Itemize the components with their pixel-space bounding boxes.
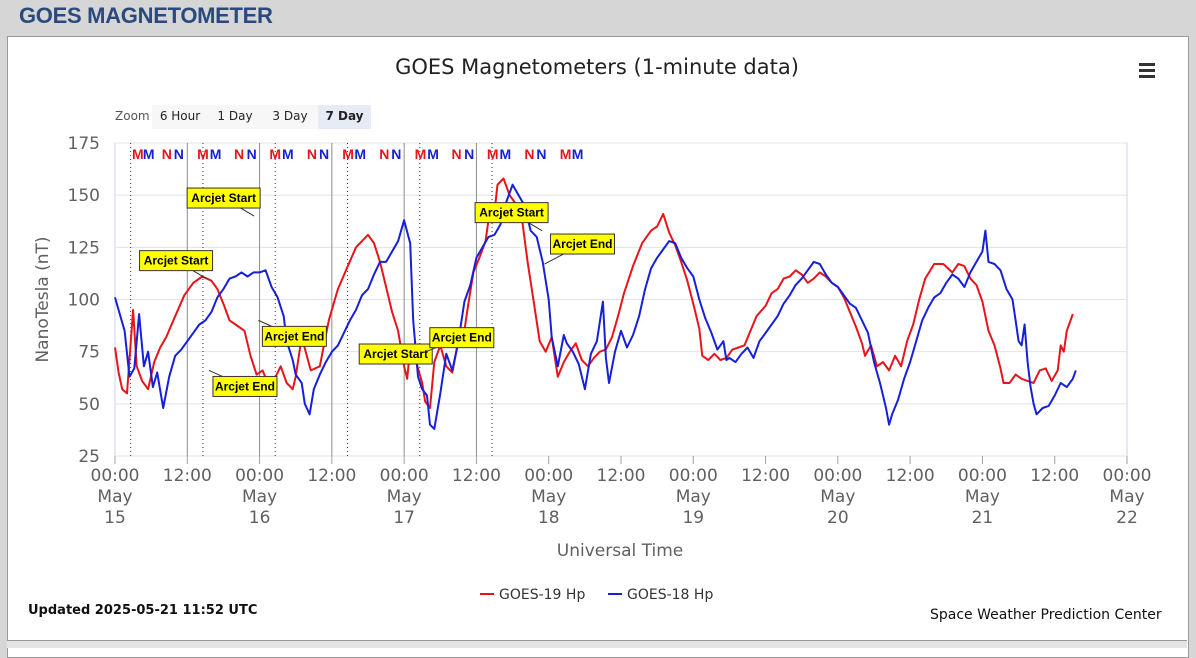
x-tick-label: 00:00 bbox=[235, 466, 284, 486]
y-tick-label: 150 bbox=[68, 186, 100, 206]
top-marker-label: N bbox=[524, 146, 534, 162]
credit-text: Space Weather Prediction Center bbox=[930, 607, 1162, 623]
top-marker-label: M bbox=[197, 146, 209, 162]
top-marker-label: M bbox=[500, 146, 512, 162]
x-tick-label: 00:00 bbox=[524, 466, 573, 486]
top-marker-label: N bbox=[319, 146, 329, 162]
annotation-box bbox=[186, 187, 261, 209]
zoom-1-day-button[interactable]: 1 Day bbox=[208, 105, 262, 129]
top-marker-label: N bbox=[464, 146, 474, 162]
annotation-label: Arcjet Start bbox=[191, 191, 256, 205]
annotation-box bbox=[212, 375, 278, 397]
x-tick-day: 22 bbox=[1116, 508, 1138, 528]
chart-title: GOES Magnetometers (1-minute data) bbox=[395, 55, 799, 79]
x-tick-label: 00:00 bbox=[813, 466, 862, 486]
x-tick-day: 15 bbox=[104, 508, 126, 528]
top-marker-label: M bbox=[415, 146, 427, 162]
x-tick-label: 12:00 bbox=[597, 466, 646, 486]
series-line-goes-18 bbox=[114, 183, 1077, 430]
annotation-box bbox=[549, 233, 615, 255]
top-marker-label: M bbox=[210, 146, 222, 162]
x-tick-label: 12:00 bbox=[1030, 466, 1079, 486]
legend-item-goes-19: GOES-19 Hp bbox=[499, 587, 585, 603]
x-tick-label: 00:00 bbox=[1103, 466, 1152, 486]
x-tick-month: May bbox=[531, 487, 566, 507]
x-tick-month: May bbox=[387, 487, 422, 507]
top-marker-label: M bbox=[269, 146, 281, 162]
top-marker-label: M bbox=[132, 146, 144, 162]
top-marker-label: N bbox=[162, 146, 172, 162]
top-marker-label: M bbox=[282, 146, 294, 162]
annotation-label: Arcjet End bbox=[432, 331, 492, 345]
x-tick-day: 18 bbox=[538, 508, 560, 528]
top-marker-label: N bbox=[307, 146, 317, 162]
hamburger-menu-icon[interactable] bbox=[1137, 58, 1159, 80]
y-axis-label: NanoTesla (nT) bbox=[33, 236, 53, 362]
x-tick-label: 12:00 bbox=[163, 466, 212, 486]
x-tick-label: 12:00 bbox=[307, 466, 356, 486]
page-header: GOES MAGNETOMETER bbox=[19, 3, 273, 28]
top-marker-label: N bbox=[174, 146, 184, 162]
top-marker-label: N bbox=[451, 146, 461, 162]
x-tick-month: May bbox=[820, 487, 855, 507]
annotation-label: Arcjet End bbox=[264, 329, 324, 343]
x-tick-label: 12:00 bbox=[452, 466, 501, 486]
x-tick-label: 00:00 bbox=[380, 466, 429, 486]
annotation-box bbox=[139, 250, 214, 272]
y-tick-label: 50 bbox=[78, 395, 100, 415]
x-axis-label: Universal Time bbox=[557, 541, 683, 561]
top-marker-label: M bbox=[572, 146, 584, 162]
x-tick-day: 20 bbox=[827, 508, 849, 528]
x-tick-month: May bbox=[242, 487, 277, 507]
annotation-label: Arcjet End bbox=[215, 379, 275, 393]
zoom-label: Zoom bbox=[115, 109, 150, 123]
x-tick-month: May bbox=[97, 487, 132, 507]
x-tick-month: May bbox=[965, 487, 1000, 507]
top-marker-label: N bbox=[391, 146, 401, 162]
annotation-label: Arcjet Start bbox=[479, 206, 544, 220]
top-marker-label: N bbox=[247, 146, 257, 162]
x-tick-day: 16 bbox=[249, 508, 271, 528]
top-marker-label: M bbox=[487, 146, 499, 162]
x-tick-label: 12:00 bbox=[886, 466, 935, 486]
zoom-6-hour-button[interactable]: 6 Hour bbox=[152, 105, 208, 129]
bottom-strip bbox=[7, 640, 1187, 648]
y-tick-label: 25 bbox=[78, 447, 100, 467]
x-tick-label: 00:00 bbox=[669, 466, 718, 486]
zoom-7-day-button[interactable]: 7 Day bbox=[318, 105, 371, 129]
y-tick-label: 75 bbox=[78, 343, 100, 363]
chart-panel bbox=[7, 36, 1189, 658]
y-tick-label: 100 bbox=[68, 291, 100, 311]
zoom-3-day-button[interactable]: 3 Day bbox=[262, 105, 318, 129]
top-marker-label: M bbox=[354, 146, 366, 162]
x-tick-day: 21 bbox=[972, 508, 994, 528]
y-tick-label: 125 bbox=[68, 238, 100, 258]
x-tick-month: May bbox=[676, 487, 711, 507]
legend-item-goes-18: GOES-18 Hp bbox=[627, 587, 713, 603]
annotation-box bbox=[429, 327, 495, 349]
x-tick-label: 00:00 bbox=[958, 466, 1007, 486]
top-marker-label: N bbox=[234, 146, 244, 162]
top-marker-label: M bbox=[342, 146, 354, 162]
x-tick-month: May bbox=[1109, 487, 1144, 507]
top-marker-label: N bbox=[379, 146, 389, 162]
annotation-label: Arcjet Start bbox=[144, 254, 209, 268]
annotation-box bbox=[261, 325, 327, 347]
series-line-goes-19 bbox=[114, 177, 1074, 409]
updated-timestamp: Updated 2025-05-21 11:52 UTC bbox=[28, 603, 258, 618]
annotation-box bbox=[358, 343, 433, 365]
top-marker-label: N bbox=[536, 146, 546, 162]
x-tick-day: 19 bbox=[682, 508, 704, 528]
top-marker-label: M bbox=[560, 146, 572, 162]
y-tick-label: 175 bbox=[68, 134, 100, 154]
x-tick-day: 17 bbox=[393, 508, 415, 528]
x-tick-label: 12:00 bbox=[741, 466, 790, 486]
top-marker-label: M bbox=[143, 146, 155, 162]
annotation-label: Arcjet Start bbox=[363, 347, 428, 361]
x-tick-label: 00:00 bbox=[91, 466, 140, 486]
annotation-box bbox=[474, 202, 549, 224]
top-marker-label: M bbox=[427, 146, 439, 162]
annotation-label: Arcjet End bbox=[552, 237, 612, 251]
